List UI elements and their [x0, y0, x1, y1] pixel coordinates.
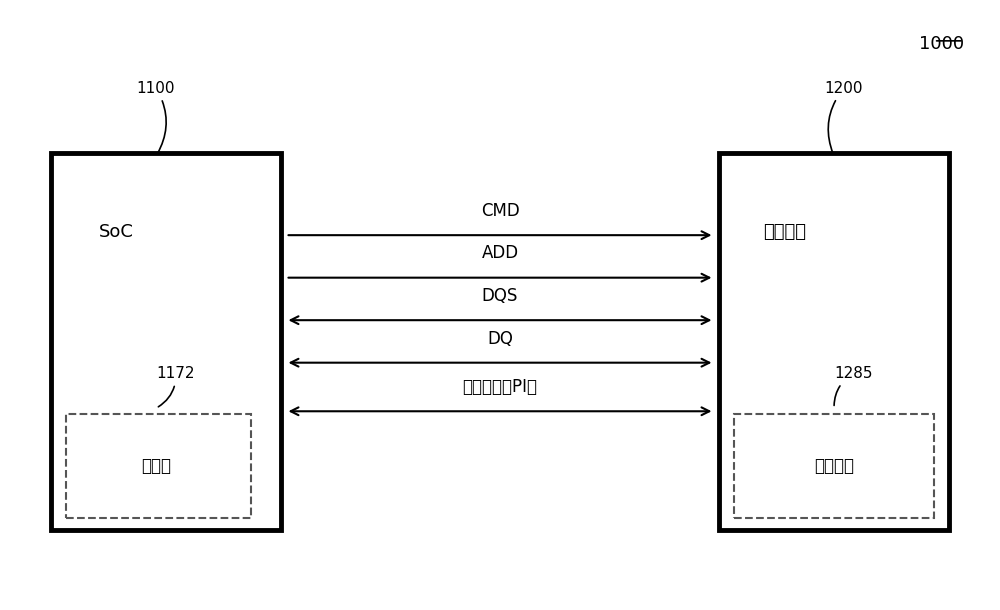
Text: 1172: 1172 — [157, 366, 195, 407]
Text: DQS: DQS — [482, 287, 518, 305]
Text: 存储装置: 存储装置 — [763, 223, 806, 241]
FancyBboxPatch shape — [734, 414, 934, 517]
Text: SoC: SoC — [99, 223, 134, 241]
Text: 1285: 1285 — [834, 366, 873, 406]
FancyBboxPatch shape — [51, 153, 281, 529]
Text: 工艺信息（PI）: 工艺信息（PI） — [462, 378, 538, 396]
FancyBboxPatch shape — [66, 414, 251, 517]
Text: 模式集: 模式集 — [141, 457, 171, 475]
Text: 1000: 1000 — [919, 35, 964, 53]
Text: DQ: DQ — [487, 329, 513, 348]
Text: 工艺信息: 工艺信息 — [814, 457, 854, 475]
Text: 1200: 1200 — [825, 81, 863, 154]
Text: ADD: ADD — [481, 245, 519, 262]
FancyBboxPatch shape — [719, 153, 949, 529]
Text: CMD: CMD — [481, 202, 519, 220]
Text: 1100: 1100 — [137, 81, 175, 154]
